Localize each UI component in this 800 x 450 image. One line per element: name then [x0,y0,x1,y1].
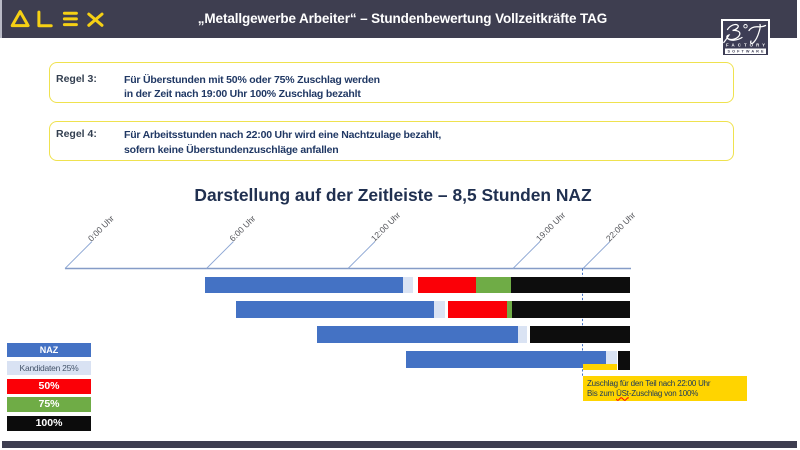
svg-text:6:00 Uhr: 6:00 Uhr [227,213,257,243]
svg-text:0:00 Uhr: 0:00 Uhr [86,213,116,243]
svg-text:12:00 Uhr: 12:00 Uhr [369,210,403,244]
svg-text:22:00 Uhr: 22:00 Uhr [604,210,638,244]
svg-text:19:00 Uhr: 19:00 Uhr [534,210,568,244]
svg-text:FACTORY: FACTORY [726,42,765,47]
svg-text:SOFTWARE: SOFTWARE [728,50,764,54]
